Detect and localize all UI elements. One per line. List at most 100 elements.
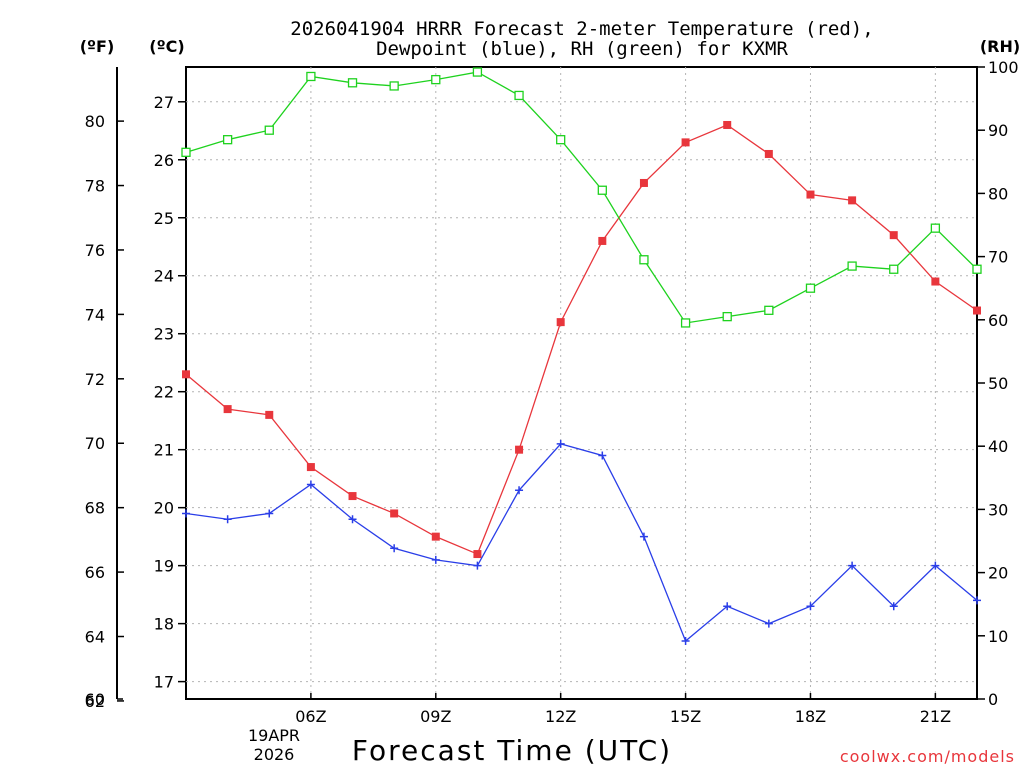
rh-tick-label: 20 [988, 564, 1008, 583]
dewpoint-marker [806, 602, 815, 611]
rh-marker [972, 264, 982, 274]
fahrenheit-tick-label: 74 [85, 305, 105, 324]
rh-tick-label: 0 [988, 690, 998, 709]
celsius-tick-label: 27 [154, 93, 174, 112]
fahrenheit-tick-label: 60 [85, 690, 105, 709]
dewpoint-line [185, 443, 978, 643]
temperature-marker [390, 509, 399, 518]
dewpoint-marker [848, 561, 857, 570]
temperature-marker [764, 149, 773, 158]
fahrenheit-tick-label: 78 [85, 177, 105, 196]
celsius-tick-label: 24 [154, 267, 174, 286]
rh-marker [306, 71, 316, 82]
dewpoint-marker [265, 509, 274, 518]
dewpoint-marker [681, 637, 690, 646]
temperature-marker [306, 463, 315, 472]
rh-axis-unit: (RH) [980, 37, 1020, 56]
x-tick-label: 21Z [920, 707, 951, 726]
watermark: coolwx.com/models [840, 747, 1015, 766]
temperature-marker [431, 532, 440, 541]
rh-marker [222, 135, 233, 145]
rh-marker [347, 78, 358, 88]
temperature-marker [182, 370, 190, 379]
rh-marker [764, 305, 774, 315]
rh-line [185, 71, 978, 324]
rh-tick-label: 60 [988, 311, 1008, 330]
dewpoint-marker [306, 480, 315, 489]
temperature-marker [806, 190, 815, 199]
temperature-marker [556, 318, 565, 327]
rh-tick-label: 10 [988, 627, 1008, 646]
fahrenheit-tick-label: 76 [85, 241, 105, 260]
plot-frame [185, 66, 978, 700]
x-tick-label: 18Z [795, 707, 826, 726]
temperature-marker [723, 120, 732, 129]
rh-marker [639, 255, 649, 265]
fahrenheit-tick-label: 80 [85, 112, 105, 131]
dewpoint-marker [764, 619, 773, 628]
rh-tick-label: 40 [988, 437, 1008, 456]
x-tick-label: 12Z [545, 707, 576, 726]
data-series [181, 67, 982, 646]
rh-marker [472, 67, 483, 77]
x-axis-title: Forecast Time (UTC) [352, 734, 672, 767]
rh-marker [805, 283, 816, 293]
fahrenheit-tick-label: 68 [85, 499, 105, 518]
dewpoint-marker [556, 439, 565, 448]
dewpoint-marker [723, 602, 732, 611]
celsius-tick-label: 21 [154, 441, 174, 460]
temperature-marker [889, 231, 898, 240]
rh-marker [930, 223, 941, 233]
fahrenheit-tick-label: 72 [85, 370, 105, 389]
rh-tick-label: 30 [988, 500, 1008, 519]
date-label-year: 2026 [254, 745, 295, 764]
temperature-marker [223, 405, 232, 414]
rh-marker [431, 74, 441, 85]
rh-marker [556, 135, 566, 145]
fahrenheit-tick-label: 70 [85, 434, 105, 453]
celsius-tick-label: 25 [154, 209, 174, 228]
temperature-marker [931, 277, 940, 286]
dewpoint-marker [182, 509, 190, 518]
rh-tick-label: 50 [988, 374, 1008, 393]
rh-tick-label: 70 [988, 248, 1008, 267]
rh-marker [597, 185, 607, 195]
rh-marker [264, 125, 274, 135]
temperature-marker [848, 196, 857, 205]
fahrenheit-axis-unit: (ºF) [80, 37, 115, 56]
celsius-tick-label: 23 [154, 325, 174, 344]
temperature-marker [265, 410, 274, 419]
dewpoint-marker [973, 596, 981, 605]
rh-marker [181, 147, 191, 157]
celsius-tick-label: 22 [154, 383, 174, 402]
dewpoint-marker [598, 451, 607, 460]
celsius-tick-label: 20 [154, 499, 174, 518]
temperature-marker [681, 138, 690, 147]
celsius-tick-label: 17 [154, 673, 174, 692]
dewpoint-marker [639, 532, 648, 541]
temperature-marker [639, 178, 648, 187]
temperature-marker [598, 236, 607, 245]
rh-marker [847, 261, 857, 271]
temperature-marker [515, 445, 524, 454]
rh-marker [722, 311, 732, 322]
chart-title-line1: 2026041904 HRRR Forecast 2-meter Tempera… [290, 18, 873, 40]
celsius-tick-label: 19 [154, 557, 174, 576]
celsius-tick-label: 18 [154, 615, 174, 634]
x-tick-label: 09Z [420, 707, 451, 726]
rh-tick-label: 90 [988, 121, 1008, 140]
dewpoint-marker [931, 561, 940, 570]
grid-lines [186, 67, 977, 699]
dewpoint-marker [473, 561, 482, 570]
dewpoint-marker [431, 555, 440, 564]
temperature-line [185, 124, 978, 555]
dewpoint-marker [889, 602, 898, 611]
chart-title-line2: Dewpoint (blue), RH (green) for KXMR [376, 38, 788, 60]
rh-marker [680, 318, 691, 328]
axes: 06Z 09Z 12Z 15Z 18Z 21Z 17 18 19 20 21 22 23 24 25 26 27… [85, 58, 1019, 726]
temperature-marker [348, 492, 357, 501]
celsius-axis-unit: (ºC) [149, 37, 184, 56]
dewpoint-marker [223, 515, 232, 524]
rh-marker [889, 264, 899, 274]
